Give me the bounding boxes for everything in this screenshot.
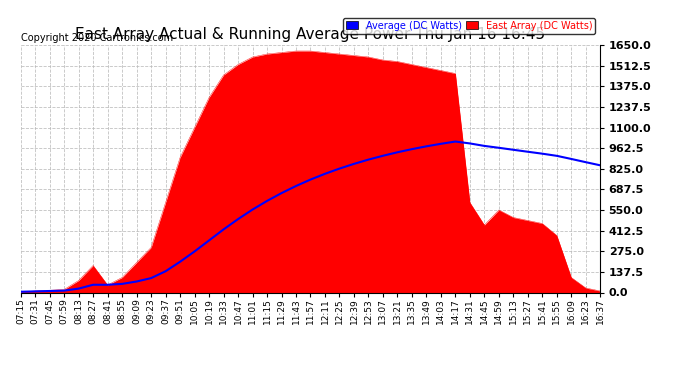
Legend: Average (DC Watts), East Array (DC Watts): Average (DC Watts), East Array (DC Watts…	[343, 18, 595, 33]
Title: East Array Actual & Running Average Power Thu Jan 16 16:45: East Array Actual & Running Average Powe…	[75, 27, 546, 42]
Text: Copyright 2020 Cartronics.com: Copyright 2020 Cartronics.com	[21, 33, 172, 42]
